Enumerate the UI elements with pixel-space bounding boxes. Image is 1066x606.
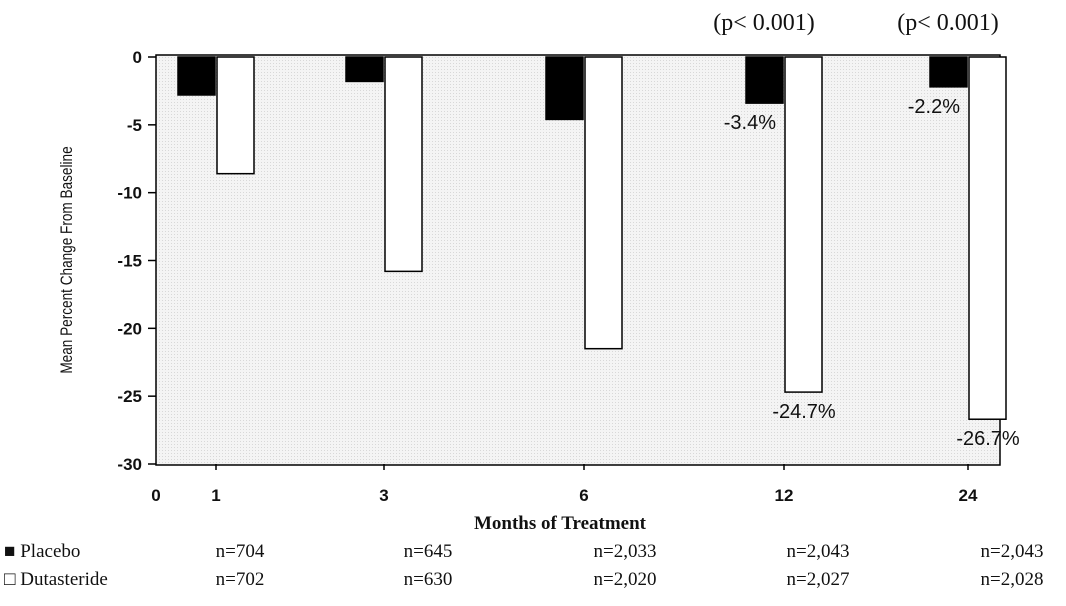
placebo-bar xyxy=(345,56,384,83)
dutasteride-bar xyxy=(584,56,623,350)
dutasteride-bar xyxy=(784,56,823,393)
placebo-bar xyxy=(745,56,784,104)
n-count: n=2,033 xyxy=(594,541,657,562)
y-tick-label: -15 xyxy=(117,252,142,271)
x-origin-label: 0 xyxy=(151,486,160,505)
placebo-bar xyxy=(929,56,968,88)
x-axis-title: Months of Treatment xyxy=(474,513,647,534)
y-tick-label: -20 xyxy=(117,319,142,338)
p-value-label: (p< 0.001) xyxy=(713,10,815,36)
x-tick-label: 12 xyxy=(775,486,794,505)
n-count: n=630 xyxy=(404,569,453,590)
legend-dutasteride: □ Dutasteride xyxy=(4,569,108,590)
legend-placebo: ■ Placebo xyxy=(4,541,80,562)
n-count: n=2,043 xyxy=(981,541,1044,562)
chart-marks: 0 -5 -10 -15 -20 -25 -30 1 3 6 12 -3.4% -24.7% (p< 0.… xyxy=(4,10,1043,590)
dutasteride-bar xyxy=(968,56,1007,420)
placebo-data-label: -3.4% xyxy=(724,112,776,134)
placebo-data-label: -2.2% xyxy=(908,96,960,118)
x-tick-label: 24 xyxy=(959,486,978,505)
plot-area xyxy=(155,54,1001,466)
placebo-bar xyxy=(545,56,584,121)
y-tick-label: -25 xyxy=(117,387,142,406)
n-count: n=702 xyxy=(216,569,265,590)
n-count: n=2,027 xyxy=(787,569,850,590)
dutasteride-bar xyxy=(384,56,423,273)
n-count: n=645 xyxy=(404,541,453,562)
y-tick-label: -10 xyxy=(117,184,142,203)
n-count: n=2,020 xyxy=(594,569,657,590)
y-tick-label: -30 xyxy=(117,455,142,474)
n-count: n=2,043 xyxy=(787,541,850,562)
p-value-label: (p< 0.001) xyxy=(897,10,999,36)
x-tick-label: 6 xyxy=(579,486,588,505)
y-tick-label: -5 xyxy=(127,116,142,135)
dutasteride-bar xyxy=(216,56,255,175)
n-count: n=704 xyxy=(216,541,265,562)
x-tick-label: 1 xyxy=(211,486,220,505)
dutasteride-data-label: -24.7% xyxy=(772,401,836,423)
n-count: n=2,028 xyxy=(981,569,1044,590)
dutasteride-data-label: -26.7% xyxy=(956,428,1020,450)
placebo-bar xyxy=(177,56,216,96)
y-tick-label: 0 xyxy=(133,48,142,67)
x-tick-label: 3 xyxy=(379,486,388,505)
y-axis-label: Mean Percent Change From Baseline xyxy=(58,146,77,373)
